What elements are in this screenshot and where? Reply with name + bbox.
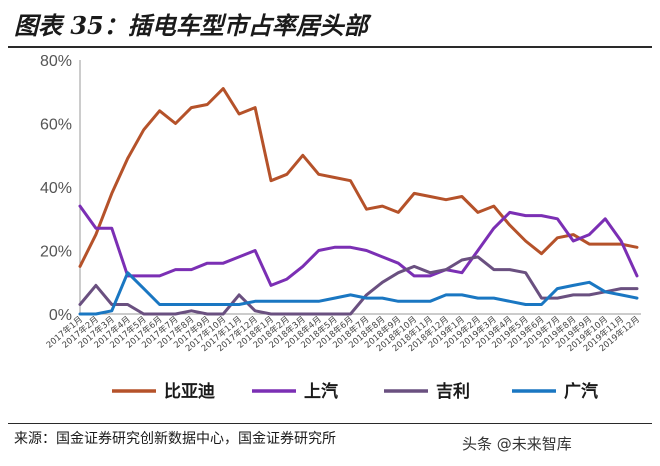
legend-label-3: 广汽 [564,381,598,402]
footer-divider [8,423,652,424]
series-line-1 [78,204,639,287]
source-note: 来源：国金证券研究创新数据中心，国金证券研究所 [14,431,336,447]
header: 图表 35：插电车型市占率居头部 [0,0,660,46]
y-axis-ticks: 0% 20% 40% 60% 80% [40,53,72,324]
x-axis-ticks: 2017年1月2017年2月2017年3月2017年4月2017年5月2017年… [44,314,642,354]
y-tick-label: 80% [40,53,72,70]
y-tick-label: 40% [40,180,72,197]
series-line-0 [78,87,639,268]
y-tick-label: 0% [49,307,72,324]
legend-label-2: 吉利 [436,381,470,402]
series-line-2 [78,255,639,316]
series-lines [78,87,639,316]
y-tick-label: 20% [40,244,72,261]
title-divider [8,46,652,48]
axes [79,60,641,315]
chart-title: 图表 35：插电车型市占率居头部 [14,11,368,40]
market-share-line-chart: 0% 20% 40% 60% 80% 2017年1月2017年2月2017年3月2017… [40,53,642,402]
series-line-3 [78,271,639,316]
y-tick-label: 60% [40,117,72,134]
watermark: 头条 @未来智库 [462,435,572,453]
legend: 比亚迪 上汽 吉利 广汽 [112,381,598,402]
legend-label-1: 上汽 [304,381,338,402]
legend-label-0: 比亚迪 [164,381,215,402]
